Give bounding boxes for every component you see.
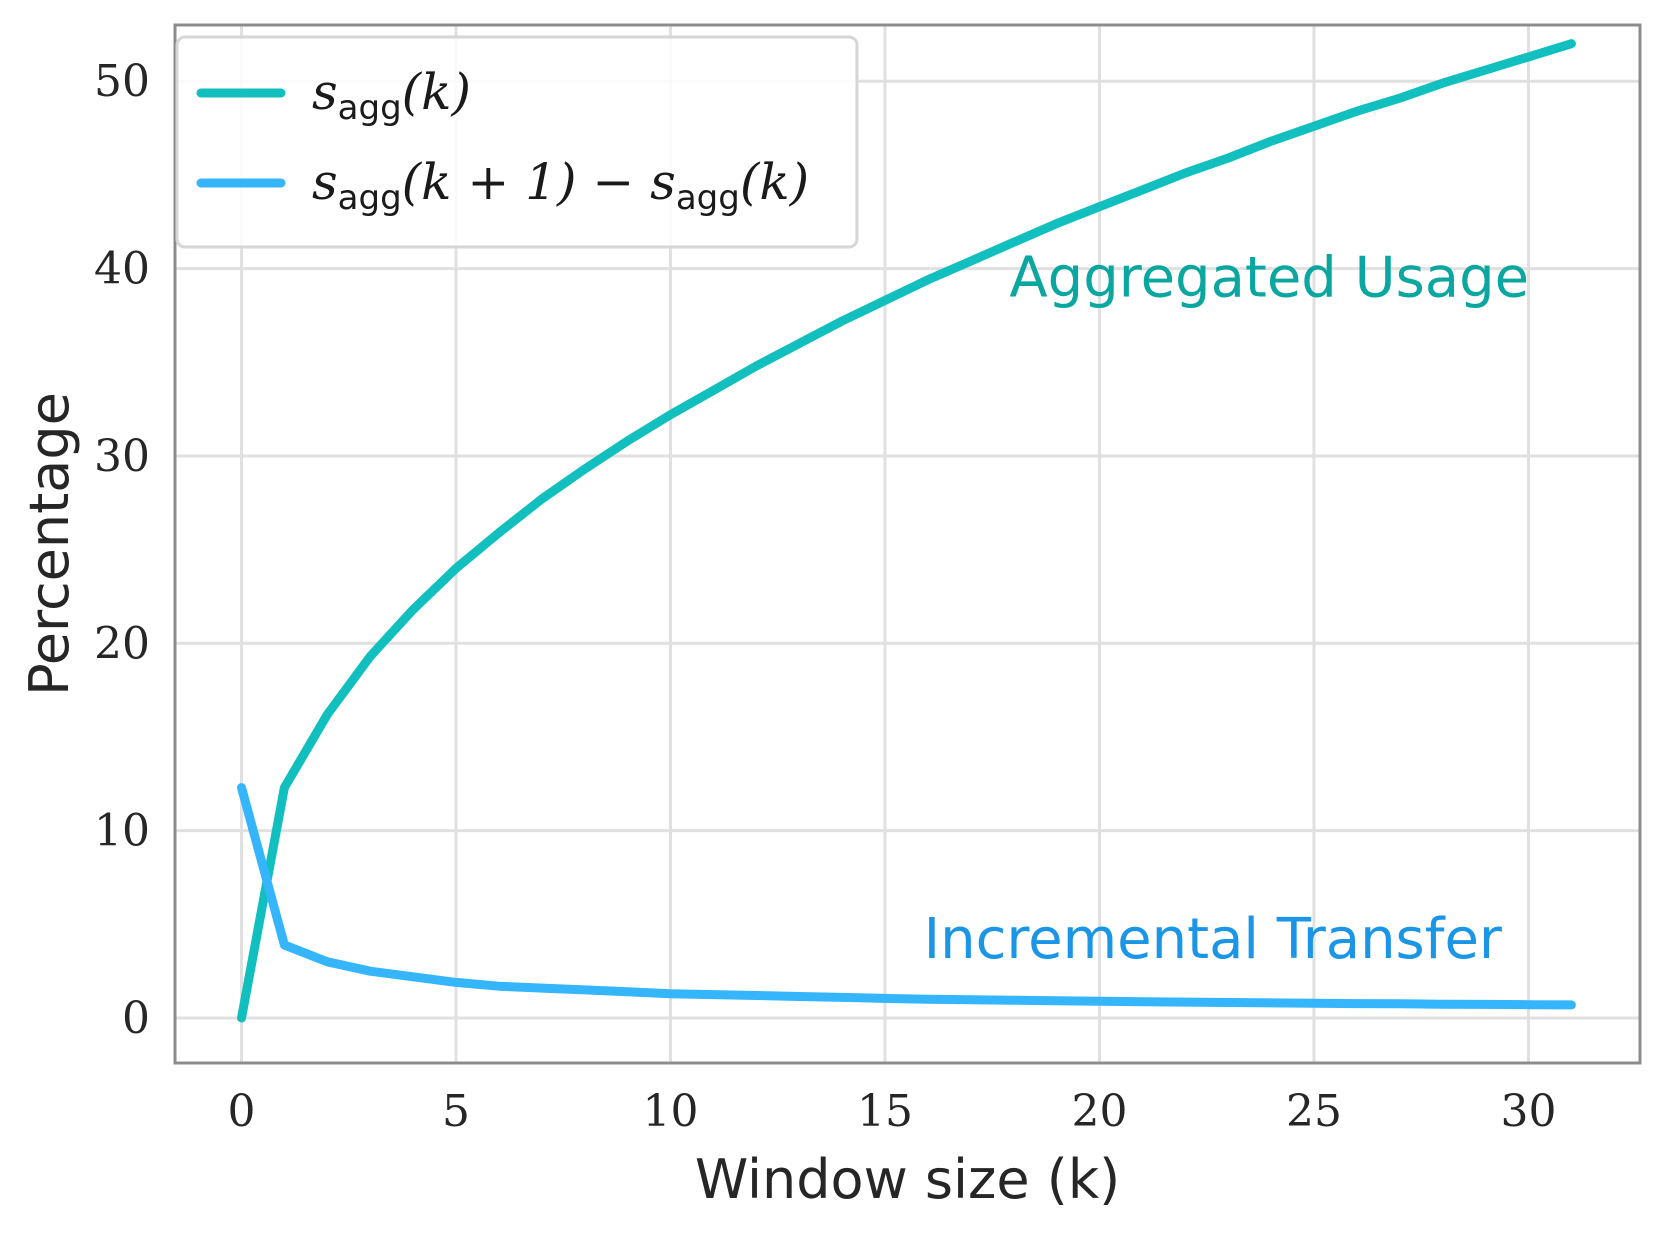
legend-base2: s — [650, 153, 676, 211]
legend-base: s — [312, 63, 338, 121]
x-tick-label: 25 — [1286, 1086, 1342, 1137]
y-tick-label: 50 — [94, 56, 150, 107]
y-tick-label: 20 — [94, 618, 150, 669]
legend-sub2: agg — [676, 178, 740, 218]
plot-area-frame — [173, 23, 1642, 1065]
y-tick-label: 40 — [94, 244, 150, 295]
tick-labels: 0 5 10 15 20 25 30 0 10 20 30 40 50 — [94, 56, 1556, 1137]
x-tick-label: 15 — [857, 1086, 913, 1137]
legend-arg: (k) — [402, 63, 471, 121]
x-axis-label: Window size (k) — [695, 1148, 1120, 1211]
legend-box — [175, 35, 859, 249]
annotation-inc: Incremental Transfer — [924, 907, 1503, 972]
y-tick-label: 0 — [122, 993, 150, 1044]
x-tick-label: 30 — [1500, 1086, 1556, 1137]
grid-lines — [175, 25, 1640, 1063]
y-tick-label: 10 — [94, 806, 150, 857]
annotation-agg: Aggregated Usage — [1009, 246, 1529, 311]
legend-base: s — [312, 153, 338, 211]
y-axis-label: Percentage — [18, 392, 81, 696]
legend-label-agg: sagg(k) — [312, 63, 471, 128]
legend-arg: (k + 1) − — [402, 153, 651, 211]
legend-label-inc: sagg(k + 1) − sagg(k) — [312, 153, 809, 218]
legend-arg2: (k) — [740, 153, 809, 211]
series-line-agg — [237, 39, 1576, 1023]
series-layer — [237, 39, 1576, 1023]
x-tick-label: 0 — [227, 1086, 255, 1137]
annotations: Aggregated Usage Incremental Transfer — [924, 246, 1530, 972]
legend-sub: agg — [338, 88, 402, 128]
y-tick-label: 30 — [94, 431, 150, 482]
legend-sub: agg — [338, 178, 402, 218]
x-tick-label: 10 — [642, 1086, 698, 1137]
legend: sagg(k)sagg(k + 1) − sagg(k) — [175, 35, 859, 249]
x-tick-label: 20 — [1071, 1086, 1127, 1137]
x-tick-label: 5 — [442, 1086, 470, 1137]
series-line-inc — [237, 783, 1576, 1010]
